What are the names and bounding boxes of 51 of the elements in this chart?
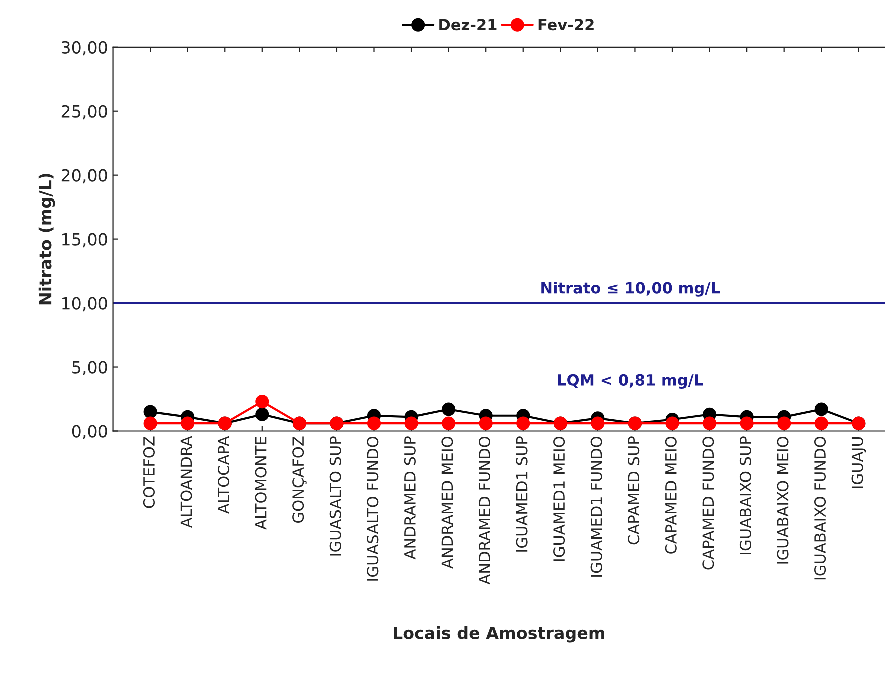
annotation: LQM < 0,81 mg/L — [558, 374, 704, 390]
x-tick-label: CAPAMED SUP — [628, 436, 640, 545]
x-tick-label: IGUASALTO FUNDO — [367, 436, 379, 581]
ref-line-label: Nitrato ≤ 10,00 mg/L — [542, 282, 720, 297]
x-tick-label: CAPAMED FUNDO — [702, 436, 714, 570]
point — [442, 416, 456, 430]
x-tick-label: COTEFOZ — [143, 436, 155, 508]
point — [144, 416, 158, 430]
legend-label: Fev-22 — [538, 19, 594, 31]
y-tick-label: 30,00 — [62, 41, 108, 56]
point — [367, 416, 382, 430]
y-tick-label: 5,00 — [72, 361, 108, 376]
x-tick-label: ANDRAMED MEIO — [442, 436, 454, 569]
x-tick-label: ALTOMONTE — [255, 437, 267, 530]
x-tick-label: GONÇAFOZ — [292, 436, 307, 523]
point — [778, 416, 792, 430]
point — [516, 416, 530, 430]
point — [442, 402, 456, 416]
x-tick-label: IGUAJU — [852, 437, 866, 488]
x-tick-label: IGUAMED1 MEIO — [554, 436, 566, 562]
x-tick-label: ALTOCAPA — [218, 436, 230, 514]
y-tick-label: 15,00 — [62, 233, 108, 248]
x-tick-label: IGUABAIXO MEIO — [777, 436, 789, 564]
point — [256, 408, 270, 422]
y-tick-label: 25,00 — [62, 105, 108, 120]
x-tick-label: IGUABAIXO FUNDO — [814, 436, 826, 580]
point — [404, 416, 418, 430]
point — [256, 395, 270, 409]
point — [479, 416, 493, 430]
x-tick-label: ANDRAMED SUP — [404, 436, 416, 560]
point — [181, 416, 195, 430]
x-tick-label: IGUABAIXO SUP — [740, 436, 752, 554]
point — [666, 416, 680, 430]
x-tick-label: ALTOANDRA — [180, 436, 192, 528]
y-tick-label: 10,00 — [62, 297, 108, 312]
point — [814, 416, 828, 430]
point — [740, 416, 754, 430]
x-tick-label: CAPAMED MEIO — [665, 436, 677, 554]
x-tick-label: IGUAMED1 SUP — [516, 436, 528, 552]
legend-label: Dez-21 — [440, 19, 497, 31]
y-axis-title: Nitrato (mg/L) — [38, 174, 56, 305]
point — [591, 416, 605, 430]
x-tick-label: IGUAMED1 FUNDO — [590, 436, 602, 577]
y-tick-label: 0,00 — [72, 425, 108, 440]
point — [703, 416, 717, 430]
x-tick-label: ANDRAMED FUNDO — [478, 436, 491, 585]
x-tick-label: IGUASALTO SUP — [330, 436, 342, 556]
x-axis-title: Locais de Amostragem — [394, 626, 604, 643]
y-tick-label: 20,00 — [62, 169, 108, 184]
point — [144, 405, 158, 419]
point — [814, 402, 828, 416]
